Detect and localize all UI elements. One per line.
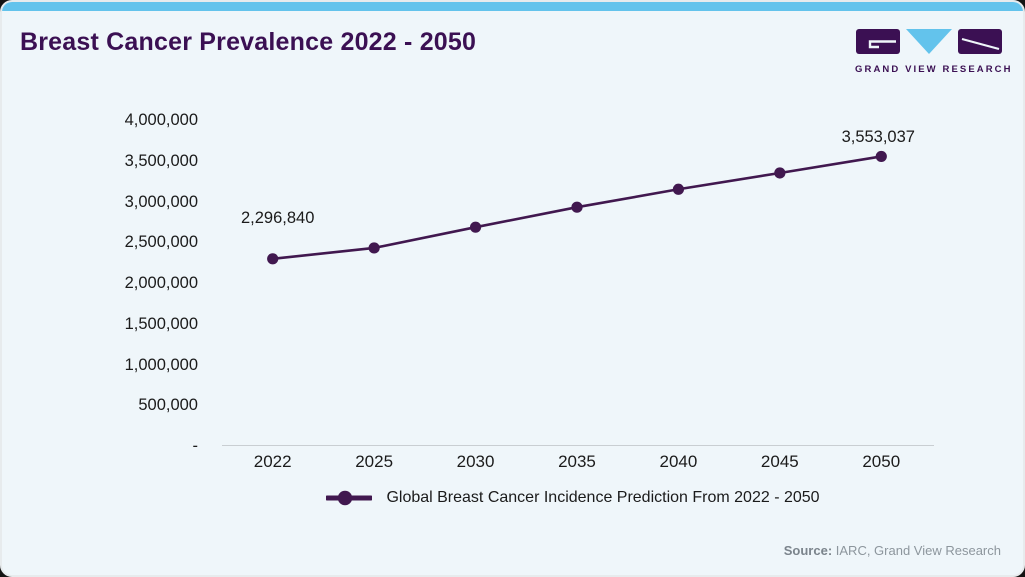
y-tick-label: 3,000,000 bbox=[124, 192, 198, 211]
y-tick-label: 1,500,000 bbox=[124, 314, 198, 333]
data-point bbox=[875, 150, 887, 163]
legend-label: Global Breast Cancer Incidence Predictio… bbox=[386, 489, 820, 506]
page-title: Breast Cancer Prevalence 2022 - 2050 bbox=[20, 28, 477, 56]
data-point-label: 2,296,840 bbox=[240, 208, 315, 227]
x-tick-label: 2022 bbox=[253, 452, 292, 471]
y-tick-label: 500,000 bbox=[138, 396, 198, 415]
y-tick-label: - bbox=[192, 437, 199, 455]
source-label: Source: bbox=[783, 543, 833, 558]
data-point bbox=[672, 183, 685, 195]
x-axis-line bbox=[222, 445, 934, 446]
x-tick-label: 2030 bbox=[456, 452, 495, 471]
y-tick-label: 2,000,000 bbox=[124, 274, 198, 292]
x-tick-label: 2045 bbox=[760, 452, 799, 471]
legend-marker-icon bbox=[326, 490, 373, 506]
grand-view-research-logo: GRAND VIEW RESEARCH bbox=[855, 28, 1013, 75]
logo-wordmark: GRAND VIEW RESEARCH bbox=[855, 64, 1013, 75]
y-tick-label: 3,500,000 bbox=[124, 151, 198, 170]
x-tick-label: 2050 bbox=[862, 452, 901, 471]
y-tick-label: 1,000,000 bbox=[124, 355, 198, 374]
x-tick-label: 2035 bbox=[558, 452, 596, 471]
y-tick-label: 4,000,000 bbox=[124, 111, 198, 129]
data-point-label: 3,553,037 bbox=[841, 128, 915, 147]
legend: Global Breast Cancer Incidence Predictio… bbox=[214, 489, 932, 507]
data-point bbox=[368, 242, 380, 254]
y-axis: 4,000,000 3,500,000 3,000,000 2,500,000 2,00… bbox=[2, 2, 199, 575]
source-text: IARC, Grand View Research bbox=[832, 543, 1001, 558]
series-line bbox=[272, 155, 882, 261]
source-note: Source: IARC, Grand View Research bbox=[784, 543, 1001, 558]
x-tick-label: 2040 bbox=[659, 452, 698, 471]
data-point bbox=[469, 221, 482, 233]
data-point bbox=[571, 201, 583, 213]
y-tick-label: 2,500,000 bbox=[124, 233, 198, 252]
data-point bbox=[774, 167, 786, 179]
accent-topbar bbox=[2, 2, 1023, 11]
x-tick-label: 2025 bbox=[355, 452, 394, 471]
data-point bbox=[267, 253, 279, 265]
gvr-logo-icon bbox=[856, 29, 1002, 54]
